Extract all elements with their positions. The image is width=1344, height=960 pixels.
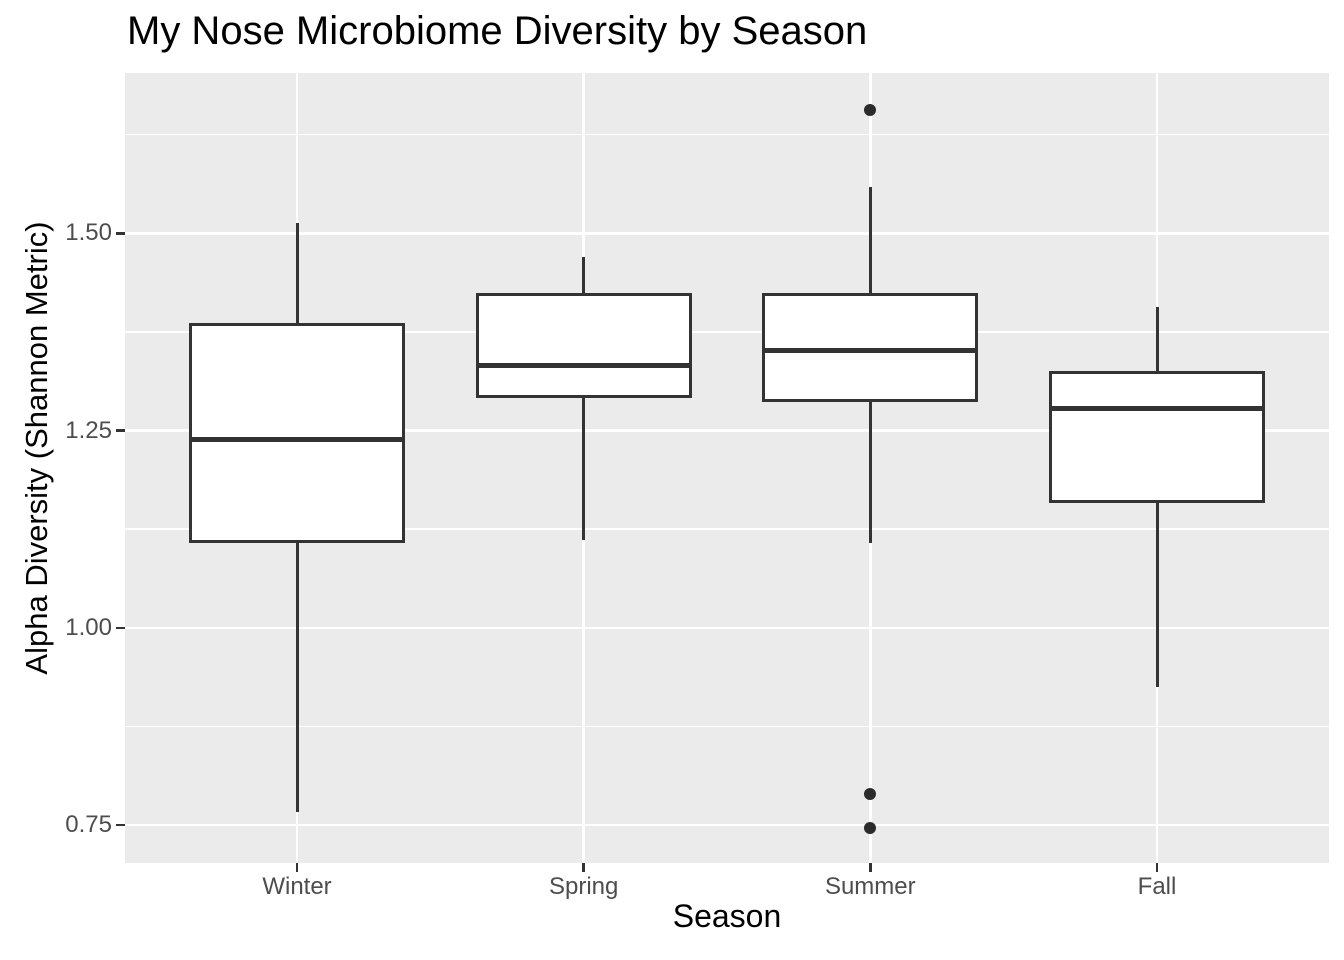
y-tick-label: 1.25 <box>65 416 112 444</box>
y-tick-mark <box>116 232 125 235</box>
outlier-point <box>864 821 877 834</box>
gridline-minor-y <box>125 133 1329 136</box>
y-tick-mark <box>116 823 125 827</box>
gridline-minor-y <box>125 528 1329 530</box>
boxplot-box-spring <box>475 293 692 399</box>
y-tick-mark <box>116 429 125 432</box>
x-tick-mark <box>1155 863 1159 872</box>
plot-title: My Nose Microbiome Diversity by Season <box>127 9 868 53</box>
boxplot-box-winter <box>189 323 405 544</box>
x-tick-mark <box>869 863 872 872</box>
outlier-point <box>864 104 877 117</box>
gridline-major-y <box>125 232 1329 235</box>
boxplot-whisker-lower <box>868 402 872 544</box>
gridline-major-y <box>125 823 1329 827</box>
boxplot-box-fall <box>1049 371 1265 504</box>
boxplot-median <box>475 362 692 368</box>
boxplot-whisker-upper <box>1155 306 1159 372</box>
x-tick-mark <box>295 863 299 872</box>
x-tick-mark <box>582 863 585 872</box>
x-tick-label-winter: Winter <box>262 873 332 900</box>
boxplot-whisker-lower <box>295 543 299 813</box>
boxplot-median <box>762 347 979 353</box>
boxplot-median <box>189 436 405 442</box>
gridline-minor-y <box>125 331 1329 333</box>
y-tick-label: 0.75 <box>65 811 112 839</box>
y-tick-label: 1.00 <box>65 613 112 641</box>
y-tick-label: 1.50 <box>65 219 112 247</box>
y-tick-mark <box>116 626 125 630</box>
plot-panel <box>125 73 1329 863</box>
gridline-major-y <box>125 626 1329 630</box>
boxplot-whisker-lower <box>1155 503 1159 687</box>
x-tick-label-spring: Spring <box>549 873 619 900</box>
gridline-minor-y <box>125 725 1329 728</box>
boxplot-whisker-upper <box>295 223 299 324</box>
gridline-major-y <box>125 429 1329 432</box>
boxplot-whisker-upper <box>868 187 872 294</box>
boxplot-whisker-lower <box>582 398 586 541</box>
boxplot-median <box>1049 405 1265 411</box>
x-tick-label-summer: Summer <box>824 873 916 900</box>
x-tick-label-fall: Fall <box>1137 873 1177 900</box>
x-axis-title: Season <box>672 898 782 934</box>
outlier-point <box>864 787 877 800</box>
boxplot-whisker-upper <box>582 256 586 294</box>
